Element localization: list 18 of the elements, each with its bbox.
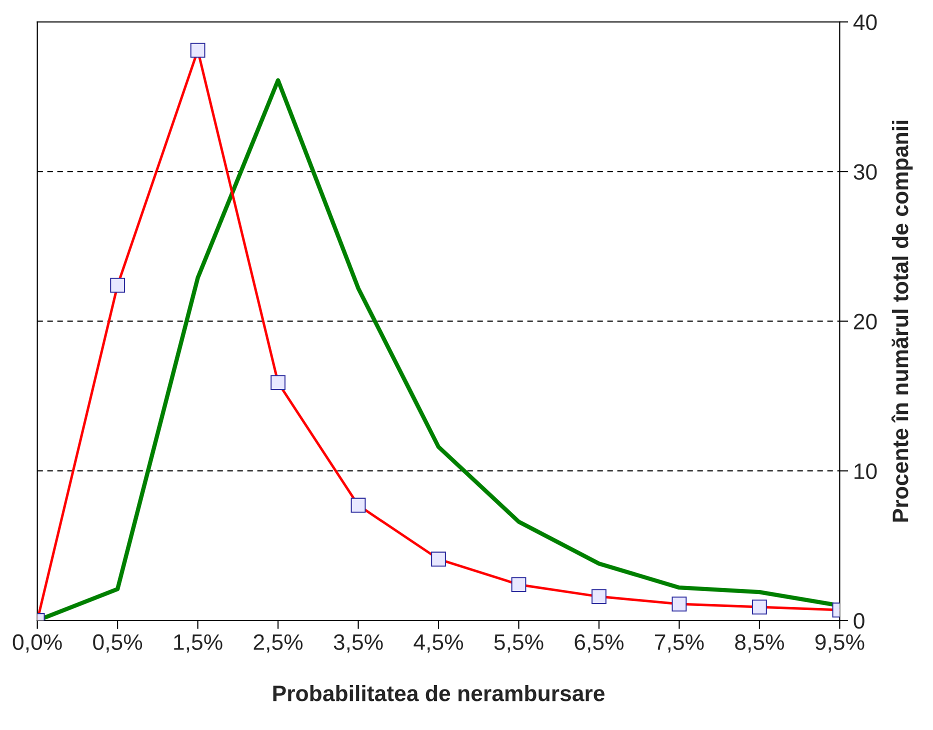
x-tick-label: 1,5%: [174, 634, 222, 653]
x-axis-title: Probabilitatea de nerambursare: [273, 684, 604, 702]
x-tick-label: 4,5%: [414, 634, 464, 653]
x-tick-label: 3,5%: [334, 634, 383, 653]
y-tick-label: 0: [854, 613, 864, 629]
x-tick-label: 9,5%: [815, 634, 864, 653]
y-tick-label: 30: [854, 164, 877, 180]
x-tick-label: 0,0%: [12, 634, 62, 653]
y-tick-label: 10: [854, 463, 877, 480]
x-tick-label: 7,5%: [655, 634, 704, 653]
y-tick-label: 40: [853, 14, 877, 30]
y-axis-title: Procente în numărul total de companii: [892, 120, 913, 522]
x-tick-label: 6,5%: [574, 634, 624, 653]
y-tick-label: 20: [854, 314, 877, 330]
x-tick-label: 5,5%: [494, 634, 544, 653]
x-tick-label: 8,5%: [735, 634, 784, 653]
x-tick-label: 0,5%: [93, 634, 142, 653]
x-tick-label: 2,5%: [254, 634, 303, 653]
